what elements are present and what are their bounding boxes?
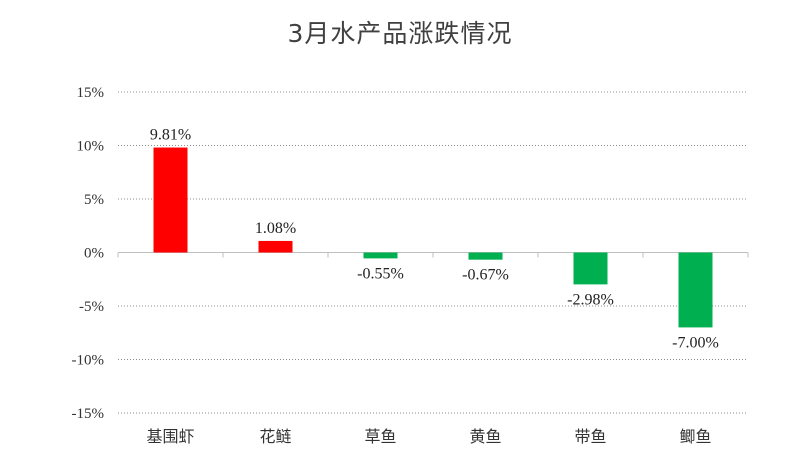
bar — [258, 240, 293, 253]
y-tick-label: 5% — [84, 192, 104, 208]
data-label: -2.98% — [567, 291, 614, 308]
x-tick-label: 鲫鱼 — [679, 427, 711, 446]
y-tick-label: 15% — [77, 85, 105, 101]
bar — [468, 252, 503, 260]
x-tick-label: 带鱼 — [574, 427, 606, 446]
x-tick-label: 草鱼 — [364, 427, 396, 446]
data-label: 9.81% — [150, 127, 191, 144]
y-tick-label: -10% — [72, 353, 105, 369]
bar — [153, 147, 188, 253]
x-tick-label: 黄鱼 — [469, 427, 501, 446]
data-label: -7.00% — [672, 334, 719, 351]
bar — [678, 252, 713, 328]
x-tick-label: 基围虾 — [146, 427, 194, 446]
data-label: 1.08% — [255, 220, 296, 237]
x-tick-label: 花鲢 — [259, 427, 291, 446]
y-tick-label: 0% — [84, 246, 104, 262]
bar — [573, 252, 608, 285]
chart-title: 3月水产品涨跌情况 — [287, 19, 513, 48]
y-tick-label: 10% — [77, 139, 105, 155]
data-label: -0.55% — [357, 265, 404, 282]
data-label: -0.67% — [462, 267, 509, 284]
y-tick-label: -15% — [72, 406, 105, 422]
y-tick-label: -5% — [79, 299, 104, 315]
bar — [363, 252, 398, 259]
